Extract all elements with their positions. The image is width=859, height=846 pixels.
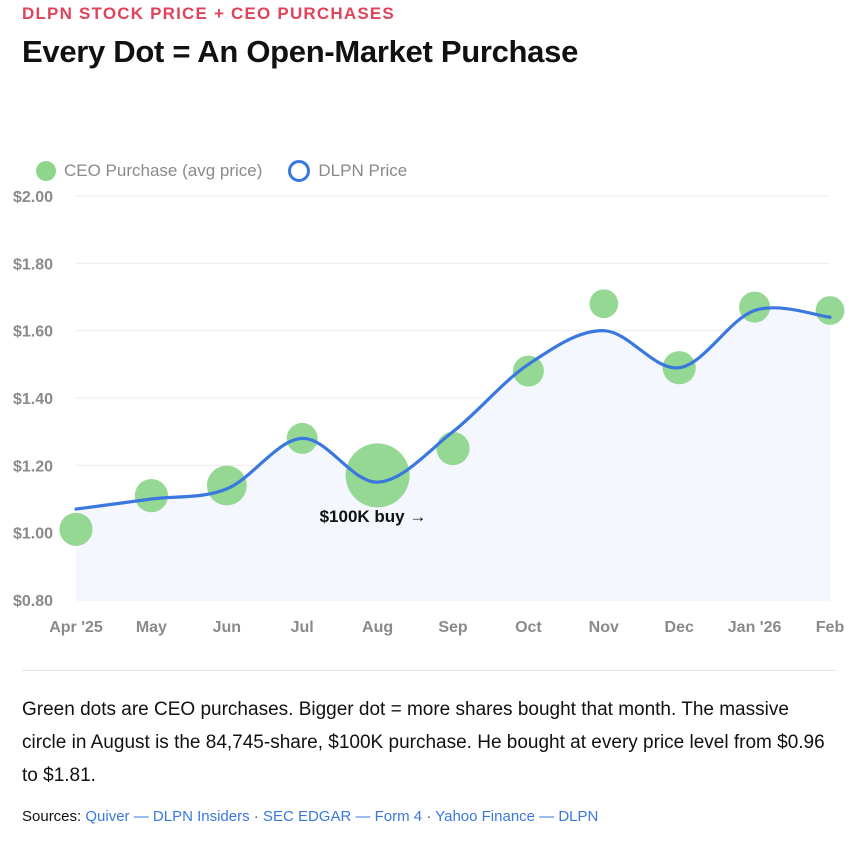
source-separator: · xyxy=(253,808,259,825)
ceo-purchase-dot xyxy=(59,512,93,546)
x-tick-label: Nov xyxy=(589,619,619,636)
ceo-purchase-dot xyxy=(512,355,544,387)
blue-ring-icon xyxy=(288,160,311,182)
source-link-sec-edgar[interactable]: SEC EDGAR — Form 4 xyxy=(262,808,423,825)
chart-title: Every Dot = An Open-Market Purchase xyxy=(22,34,579,69)
legend-label-ceo-purchase: CEO Purchase (avg price) xyxy=(64,161,263,180)
y-tick-label: $1.00 xyxy=(13,526,53,543)
ceo-purchase-dot xyxy=(815,296,845,325)
legend-item-ceo-purchase[interactable]: CEO Purchase (avg price) xyxy=(36,161,262,181)
legend-item-dlpn-price[interactable]: DLPN Price xyxy=(288,160,407,182)
ceo-purchase-dot xyxy=(206,465,247,506)
x-tick-label: Dec xyxy=(665,619,694,636)
x-tick-label: Jun xyxy=(213,619,241,636)
y-tick-label: $0.80 xyxy=(13,593,53,610)
chart-kicker: DLPN STOCK PRICE + CEO PURCHASES xyxy=(22,4,395,23)
legend-label-dlpn-price: DLPN Price xyxy=(318,161,408,180)
y-tick-label: $1.20 xyxy=(13,458,53,475)
source-separator: · xyxy=(426,808,432,825)
divider xyxy=(22,670,837,671)
y-tick-label: $1.60 xyxy=(13,324,53,341)
x-tick-label: Sep xyxy=(438,619,468,636)
x-tick-label: May xyxy=(136,619,167,636)
source-link-quiver[interactable]: Quiver — DLPN Insiders xyxy=(85,808,250,825)
sources-label: Sources: xyxy=(22,808,82,825)
x-tick-label: Jan '26 xyxy=(728,619,782,636)
sources-line: Sources: Quiver — DLPN Insiders · SEC ED… xyxy=(22,808,598,825)
price-line xyxy=(74,306,832,511)
ceo-purchase-dot xyxy=(589,289,619,319)
ceo-purchase-dot xyxy=(345,443,410,508)
y-tick-label: $2.00 xyxy=(13,189,53,206)
y-tick-label: $1.80 xyxy=(13,256,53,273)
ceo-purchase-dot xyxy=(436,431,470,466)
y-tick-label: $1.40 xyxy=(13,391,53,408)
x-tick-label: Feb xyxy=(816,619,845,636)
chart-caption: Green dots are CEO purchases. Bigger dot… xyxy=(22,699,825,786)
x-tick-label: Oct xyxy=(515,619,542,636)
source-link-yahoo-finance[interactable]: Yahoo Finance — DLPN xyxy=(435,808,599,825)
green-dot-icon xyxy=(36,161,56,181)
x-tick-label: Aug xyxy=(362,619,393,636)
ceo-purchase-dot xyxy=(134,479,168,513)
annotation-label: $100K buy → xyxy=(320,507,427,526)
x-tick-label: Apr '25 xyxy=(49,619,103,636)
x-tick-label: Jul xyxy=(291,619,314,636)
price-chart: $0.80 $1.00 $1.20 $1.40 $1.60 $1.80 $2.00 Apr '… xyxy=(13,189,845,636)
chart-legend: CEO Purchase (avg price) DLPN Price xyxy=(36,160,433,182)
